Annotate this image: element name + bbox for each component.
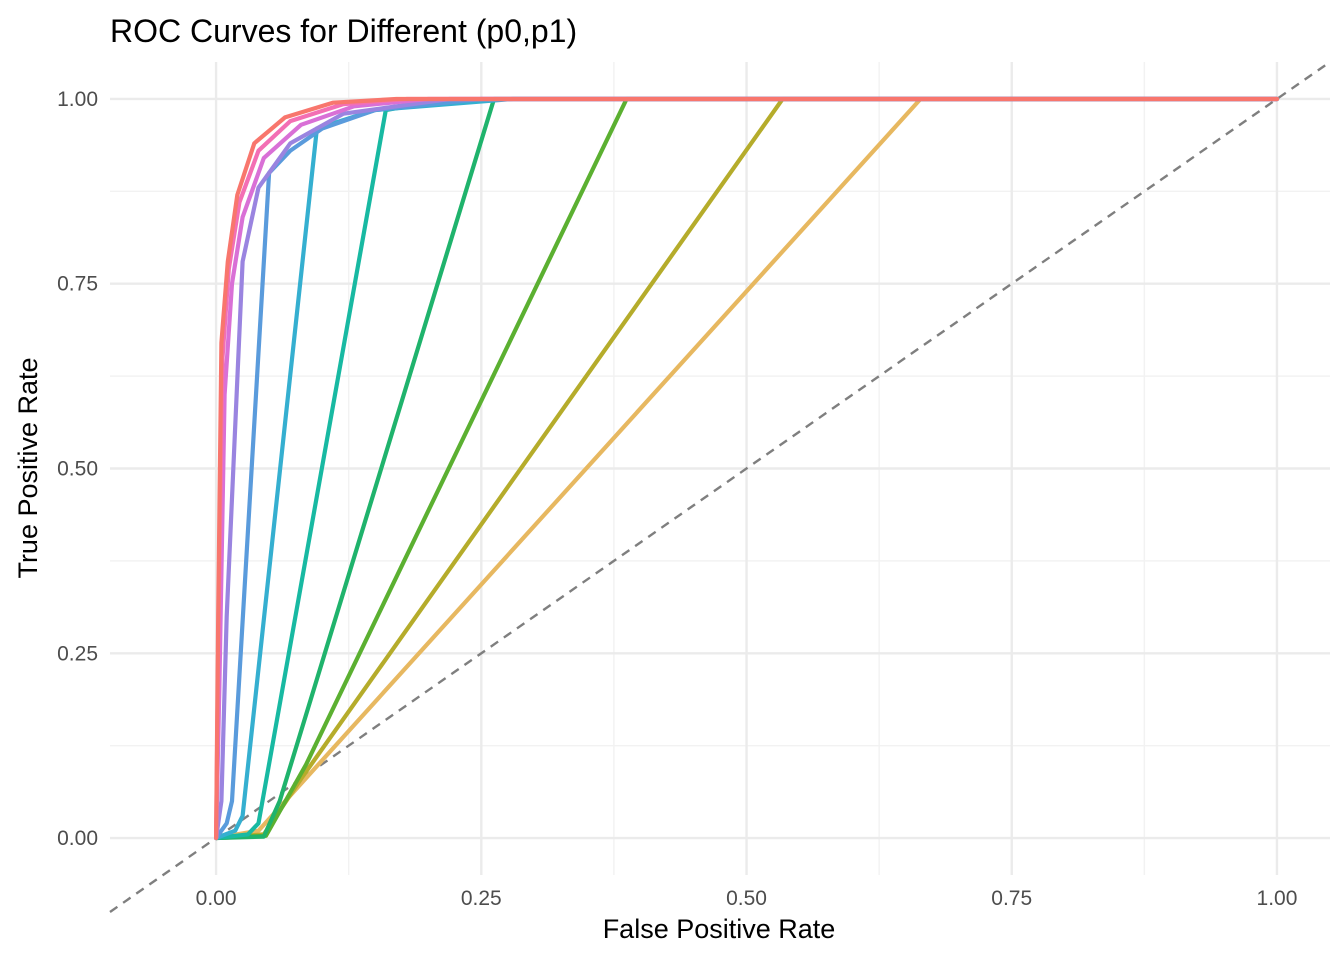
y-axis-ticks: 0.00 0.25 0.50 0.75 1.00 bbox=[57, 88, 98, 850]
x-tick-label: 0.75 bbox=[991, 887, 1032, 910]
x-axis-title: False Positive Rate bbox=[603, 914, 836, 944]
y-tick-label: 1.00 bbox=[57, 88, 98, 111]
roc-curve-series-11 bbox=[214, 96, 1280, 841]
y-tick-label: 0.50 bbox=[57, 458, 98, 481]
x-tick-label: 0.25 bbox=[461, 887, 502, 910]
y-tick-label: 0.75 bbox=[57, 273, 98, 296]
roc-curve-series-9 bbox=[214, 96, 1280, 841]
x-tick-label: 0.50 bbox=[726, 887, 767, 910]
y-tick-label: 0.25 bbox=[57, 642, 98, 665]
roc-curve-series-7 bbox=[214, 96, 1280, 841]
x-tick-label: 0.00 bbox=[196, 887, 237, 910]
x-tick-label: 1.00 bbox=[1257, 887, 1298, 910]
y-tick-label: 0.00 bbox=[57, 827, 98, 850]
y-axis-title: True Positive Rate bbox=[13, 357, 43, 578]
roc-curve-series-8 bbox=[214, 96, 1280, 841]
series-layer bbox=[214, 96, 1280, 841]
chart-title: ROC Curves for Different (p0,p1) bbox=[110, 13, 577, 49]
x-axis-ticks: 0.00 0.25 0.50 0.75 1.00 bbox=[196, 887, 1298, 910]
